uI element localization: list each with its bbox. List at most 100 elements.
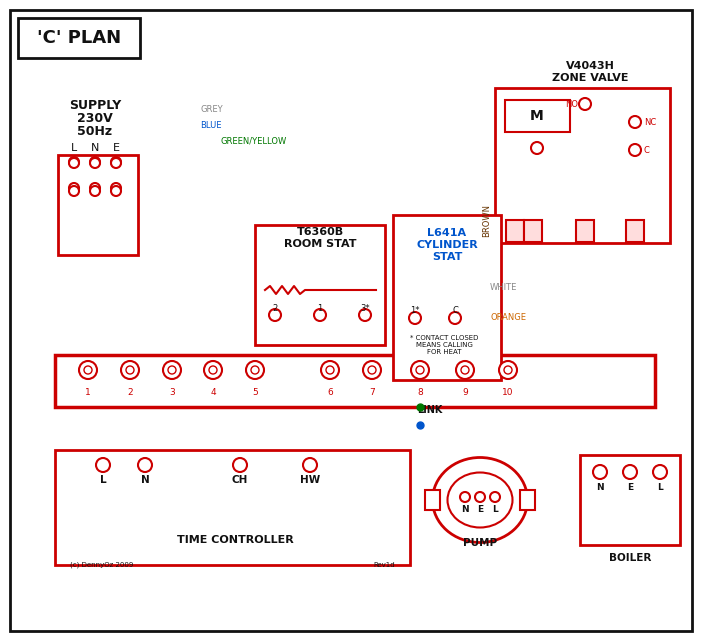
Circle shape	[314, 309, 326, 321]
FancyBboxPatch shape	[55, 450, 410, 565]
Circle shape	[246, 361, 264, 379]
Text: 4: 4	[210, 388, 216, 397]
FancyBboxPatch shape	[255, 225, 385, 345]
Circle shape	[653, 465, 667, 479]
Circle shape	[69, 157, 79, 167]
Text: L: L	[492, 506, 498, 515]
Text: 50Hz: 50Hz	[77, 124, 112, 138]
Text: TIME CONTROLLER: TIME CONTROLLER	[177, 535, 293, 545]
FancyBboxPatch shape	[495, 88, 670, 243]
Circle shape	[579, 98, 591, 110]
Circle shape	[629, 116, 641, 128]
Text: BOILER: BOILER	[609, 553, 651, 563]
Text: 2: 2	[127, 388, 133, 397]
Text: NC: NC	[644, 117, 656, 126]
Circle shape	[531, 142, 543, 154]
Text: NO: NO	[565, 99, 578, 108]
FancyBboxPatch shape	[576, 220, 594, 242]
Text: E: E	[627, 483, 633, 492]
FancyBboxPatch shape	[505, 100, 570, 132]
Text: WHITE: WHITE	[490, 283, 517, 292]
Text: C: C	[452, 306, 458, 315]
Circle shape	[456, 361, 474, 379]
Circle shape	[209, 366, 217, 374]
FancyBboxPatch shape	[10, 10, 692, 631]
Circle shape	[163, 361, 181, 379]
Circle shape	[90, 158, 100, 168]
Text: 230V: 230V	[77, 112, 113, 124]
Circle shape	[111, 186, 121, 196]
Circle shape	[303, 458, 317, 472]
Text: L: L	[100, 475, 106, 485]
Circle shape	[168, 366, 176, 374]
Text: T6360B
ROOM STAT: T6360B ROOM STAT	[284, 227, 356, 249]
Circle shape	[409, 312, 421, 324]
Circle shape	[461, 366, 469, 374]
Text: N: N	[461, 506, 469, 515]
Text: 3*: 3*	[360, 303, 370, 313]
FancyBboxPatch shape	[58, 155, 138, 255]
Circle shape	[96, 458, 110, 472]
Text: L: L	[71, 143, 77, 153]
Circle shape	[460, 492, 470, 502]
Text: 1*: 1*	[410, 306, 420, 315]
FancyBboxPatch shape	[580, 455, 680, 545]
Text: L: L	[657, 483, 663, 492]
Text: ORANGE: ORANGE	[490, 313, 526, 322]
Circle shape	[368, 366, 376, 374]
Text: SUPPLY: SUPPLY	[69, 99, 121, 112]
Circle shape	[449, 312, 461, 324]
Circle shape	[490, 492, 500, 502]
Text: 1: 1	[85, 388, 91, 397]
FancyBboxPatch shape	[55, 355, 655, 407]
FancyBboxPatch shape	[425, 490, 440, 510]
Text: M: M	[530, 109, 544, 123]
Text: 8: 8	[417, 388, 423, 397]
Text: L641A
CYLINDER
STAT: L641A CYLINDER STAT	[416, 228, 478, 262]
Text: 9: 9	[462, 388, 468, 397]
Circle shape	[593, 465, 607, 479]
Circle shape	[359, 309, 371, 321]
FancyBboxPatch shape	[18, 18, 140, 58]
Text: N: N	[596, 483, 604, 492]
Text: HW: HW	[300, 475, 320, 485]
Circle shape	[90, 186, 100, 196]
Circle shape	[111, 157, 121, 167]
Circle shape	[204, 361, 222, 379]
Text: (c) DennyOz 2009: (c) DennyOz 2009	[70, 562, 133, 569]
Text: 7: 7	[369, 388, 375, 397]
Text: E: E	[112, 143, 119, 153]
Circle shape	[499, 361, 517, 379]
Text: PUMP: PUMP	[463, 538, 497, 548]
Circle shape	[416, 366, 424, 374]
Text: C: C	[644, 146, 650, 154]
Text: BLUE: BLUE	[200, 121, 222, 129]
Text: 6: 6	[327, 388, 333, 397]
Circle shape	[623, 465, 637, 479]
Text: * CONTACT CLOSED
MEANS CALLING
FOR HEAT: * CONTACT CLOSED MEANS CALLING FOR HEAT	[410, 335, 478, 355]
Circle shape	[69, 158, 79, 168]
Circle shape	[69, 183, 79, 193]
Text: 'C' PLAN: 'C' PLAN	[37, 29, 121, 47]
Circle shape	[90, 157, 100, 167]
Text: GREY: GREY	[200, 104, 223, 113]
Circle shape	[629, 144, 641, 156]
Circle shape	[251, 366, 259, 374]
Circle shape	[504, 366, 512, 374]
Text: 3: 3	[169, 388, 175, 397]
Circle shape	[269, 309, 281, 321]
Circle shape	[121, 361, 139, 379]
Text: N: N	[140, 475, 150, 485]
Text: LINK: LINK	[417, 405, 443, 415]
Circle shape	[411, 361, 429, 379]
Circle shape	[69, 186, 79, 196]
Circle shape	[79, 361, 97, 379]
FancyBboxPatch shape	[520, 490, 535, 510]
Text: 5: 5	[252, 388, 258, 397]
Circle shape	[111, 158, 121, 168]
Circle shape	[111, 183, 121, 193]
FancyBboxPatch shape	[506, 220, 524, 242]
Circle shape	[233, 458, 247, 472]
Text: 10: 10	[502, 388, 514, 397]
Circle shape	[321, 361, 339, 379]
